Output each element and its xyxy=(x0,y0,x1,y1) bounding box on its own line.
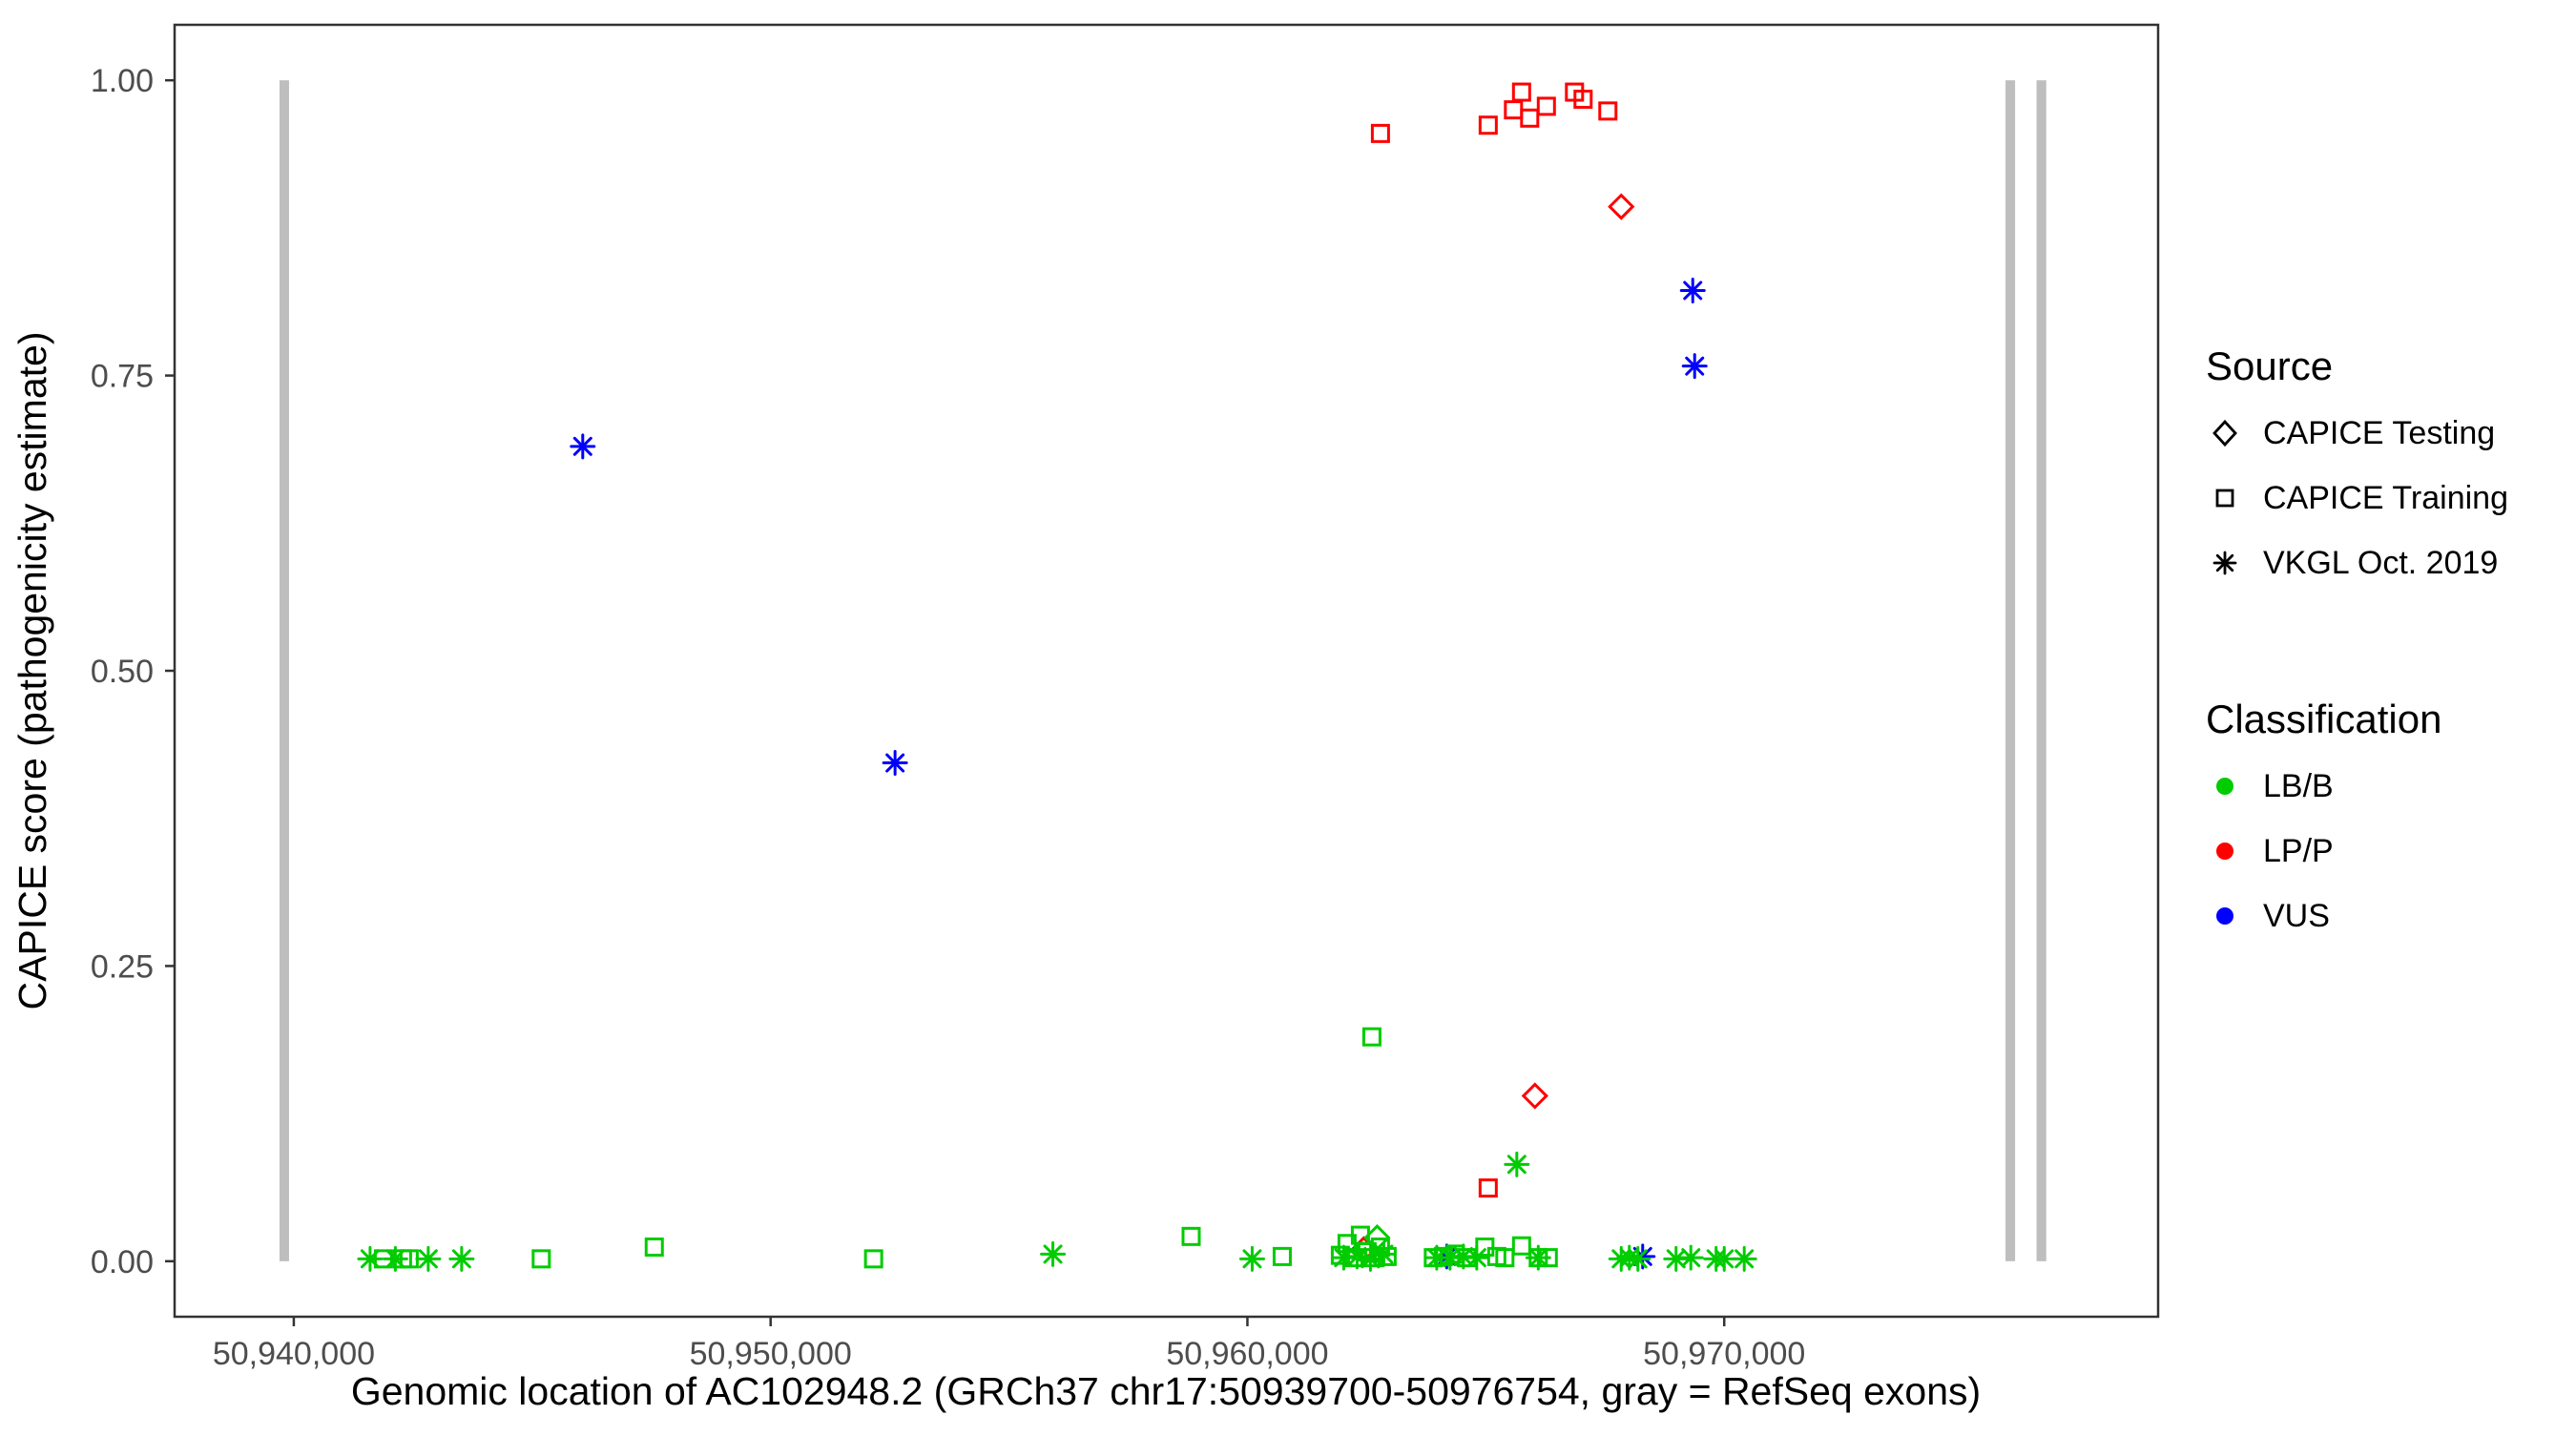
data-point xyxy=(1598,101,1618,121)
legend-item-lbb: LB/B xyxy=(2206,767,2568,805)
refseq-exon xyxy=(279,80,289,1261)
x-tick-label: 50,940,000 xyxy=(213,1336,375,1372)
data-point xyxy=(1521,1082,1548,1110)
legend-classification-title: Classification xyxy=(2206,697,2442,741)
data-point xyxy=(1625,1245,1652,1272)
legend-source-title: Source xyxy=(2206,343,2334,388)
square-icon xyxy=(2215,489,2234,508)
data-point xyxy=(1520,108,1540,128)
data-point xyxy=(1536,96,1556,116)
red-dot-icon xyxy=(2216,843,2233,860)
data-point xyxy=(1361,1027,1381,1047)
x-tick-label: 50,950,000 xyxy=(690,1336,852,1372)
series-vkgl-oct-2019-lb-b xyxy=(357,1151,1757,1272)
data-point xyxy=(1370,1240,1397,1267)
y-tick-label: 0.50 xyxy=(91,654,154,690)
data-point xyxy=(1238,1245,1265,1272)
series-capice-training-lb-b xyxy=(373,1027,1558,1269)
panel-border xyxy=(173,23,2160,1319)
refseq-exon xyxy=(2005,80,2016,1261)
y-tick-label: 0.25 xyxy=(91,948,154,985)
data-point xyxy=(1377,1246,1397,1266)
data-point xyxy=(1181,1226,1201,1246)
data-point xyxy=(1478,115,1498,135)
x-tick-label: 50,960,000 xyxy=(1166,1336,1328,1372)
data-point xyxy=(1504,100,1524,120)
data-point xyxy=(1679,277,1706,303)
data-point xyxy=(1511,1236,1531,1256)
y-tick-label: 0.75 xyxy=(91,359,154,395)
diamond-icon xyxy=(2212,419,2237,447)
data-point xyxy=(1504,1151,1530,1177)
data-point xyxy=(644,1237,664,1257)
x-axis-title: Genomic location of AC102948.2 (GRCh37 c… xyxy=(351,1369,1981,1413)
data-point xyxy=(357,1245,384,1272)
legend-item-label: CAPICE Training xyxy=(2263,479,2508,516)
data-point xyxy=(1478,1178,1498,1198)
series-capice-training-lp-p xyxy=(1370,82,1618,1198)
data-point xyxy=(1681,353,1708,380)
data-point xyxy=(415,1245,442,1272)
data-point xyxy=(1677,1244,1704,1271)
data-point xyxy=(1525,1244,1551,1271)
legend-item-label: CAPICE Testing xyxy=(2263,414,2496,451)
blue-dot-icon xyxy=(2216,907,2233,925)
legend: Source CAPICE Testing CAPICE Training VK… xyxy=(2206,343,2568,962)
data-point xyxy=(448,1245,475,1272)
green-dot-icon xyxy=(2216,778,2233,795)
legend-item-vkgl: VKGL Oct. 2019 xyxy=(2206,544,2568,582)
legend-item-vus: VUS xyxy=(2206,897,2568,935)
data-point xyxy=(863,1249,883,1269)
legend-item-lpp: LP/P xyxy=(2206,832,2568,870)
series-capice-testing-lp-p xyxy=(1350,193,1635,1263)
data-point xyxy=(531,1249,551,1269)
legend-item-capice-testing: CAPICE Testing xyxy=(2206,414,2568,452)
data-point xyxy=(1511,82,1531,102)
y-axis-title: CAPICE score (pathogenicity estimate) xyxy=(10,332,54,1010)
data-point xyxy=(1731,1245,1757,1272)
refseq-exon xyxy=(2036,80,2046,1261)
x-tick-label: 50,970,000 xyxy=(1643,1336,1805,1372)
refseq-exon-bars xyxy=(279,80,2046,1261)
legend-item-label: VKGL Oct. 2019 xyxy=(2263,544,2499,581)
data-point xyxy=(1272,1246,1292,1266)
data-point xyxy=(1573,89,1593,109)
data-point xyxy=(382,1245,408,1272)
legend-item-label: LB/B xyxy=(2263,767,2334,804)
legend-item-capice-training: CAPICE Training xyxy=(2206,479,2568,517)
series-vkgl-oct-2019-vus xyxy=(570,277,1708,1270)
data-point xyxy=(1423,1244,1450,1271)
asterisk-icon xyxy=(2212,551,2237,575)
data-points xyxy=(357,82,1757,1272)
data-point xyxy=(1608,193,1635,220)
y-tick-label: 1.00 xyxy=(91,63,154,99)
data-point xyxy=(1464,1244,1490,1271)
data-point xyxy=(882,750,908,777)
axes: 50,940,000 50,950,000 50,960,000 50,970,000… xyxy=(91,23,2160,1372)
legend-item-label: LP/P xyxy=(2263,832,2334,869)
legend-item-label: VUS xyxy=(2263,897,2330,934)
y-tick-label: 0.00 xyxy=(91,1244,154,1280)
data-point xyxy=(1040,1240,1067,1267)
data-point xyxy=(1370,123,1390,143)
data-point xyxy=(1495,1248,1515,1268)
data-point xyxy=(570,433,596,460)
